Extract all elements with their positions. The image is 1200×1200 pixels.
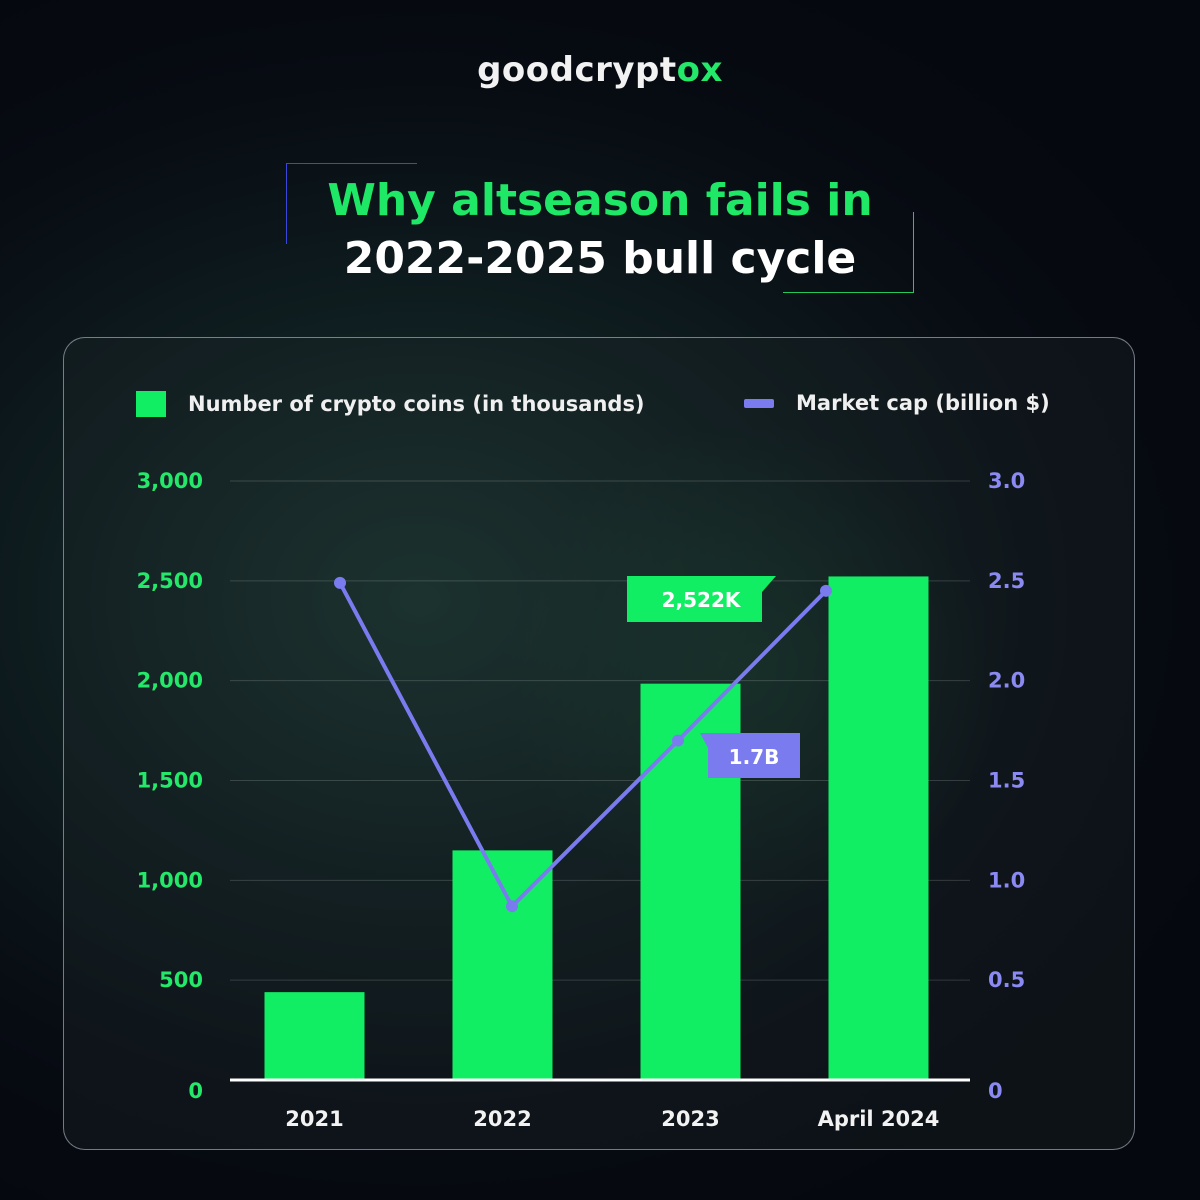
- left-axis-tick-label: 2,000: [137, 669, 203, 693]
- x-axis-category-label: 2021: [285, 1107, 343, 1131]
- right-axis-tick-label: 2.5: [988, 569, 1025, 593]
- callout-coins-box: [627, 576, 776, 622]
- bar: [828, 576, 929, 1080]
- left-axis-tick-label: 1,000: [137, 868, 203, 892]
- left-axis-tick-label: 500: [159, 968, 203, 992]
- title-corner-top-left: [286, 163, 417, 244]
- left-axis-tick-label: 2,500: [137, 569, 203, 593]
- left-axis-tick-label: 1,500: [137, 769, 203, 793]
- callout-coins-label: 2,522K: [662, 588, 742, 612]
- chart-card: Number of crypto coins (in thousands) Ma…: [63, 337, 1135, 1150]
- left-axis-tick-label: 0: [188, 1079, 203, 1103]
- legend-swatch-line: [744, 398, 774, 408]
- legend-item-market-cap: Market cap (billion $): [744, 391, 1050, 415]
- right-axis-tick-label: 1.5: [988, 769, 1025, 793]
- page-title-line2: 2022-2025 bull cycle: [343, 233, 857, 284]
- x-axis-category-label: 2022: [473, 1107, 531, 1131]
- market-cap-point: [506, 900, 518, 913]
- page-title-line1: Why altseason fails in: [327, 175, 873, 226]
- right-axis-tick-label: 2.0: [988, 669, 1025, 693]
- left-axis-tick-label: 3,000: [137, 469, 203, 493]
- x-axis-category-label: April 2024: [818, 1107, 940, 1131]
- market-cap-point: [820, 584, 832, 597]
- bar: [264, 992, 365, 1080]
- legend-label-market-cap: Market cap (billion $): [796, 391, 1050, 415]
- legend-label-coins: Number of crypto coins (in thousands): [188, 392, 645, 416]
- right-axis-tick-label: 0: [988, 1079, 1003, 1103]
- market-cap-point: [672, 734, 684, 747]
- title-corner-bottom-right: [783, 212, 914, 293]
- legend-item-coins: Number of crypto coins (in thousands): [136, 391, 645, 417]
- right-axis-tick-label: 1.0: [988, 868, 1025, 892]
- title-box: Why altseason fails in 2022-2025 bull cy…: [286, 163, 914, 293]
- right-axis-tick-label: 3.0: [988, 469, 1025, 493]
- legend-swatch-bar: [136, 391, 166, 417]
- brand-logo: goodcryptox: [477, 50, 723, 90]
- right-axis-tick-label: 0.5: [988, 968, 1025, 992]
- x-axis-category-label: 2023: [661, 1107, 719, 1131]
- market-cap-line: [338, 581, 828, 909]
- market-cap-point: [334, 576, 346, 589]
- callout-market-cap-label: 1.7B: [729, 745, 780, 769]
- callout-market-cap-box: [700, 733, 800, 778]
